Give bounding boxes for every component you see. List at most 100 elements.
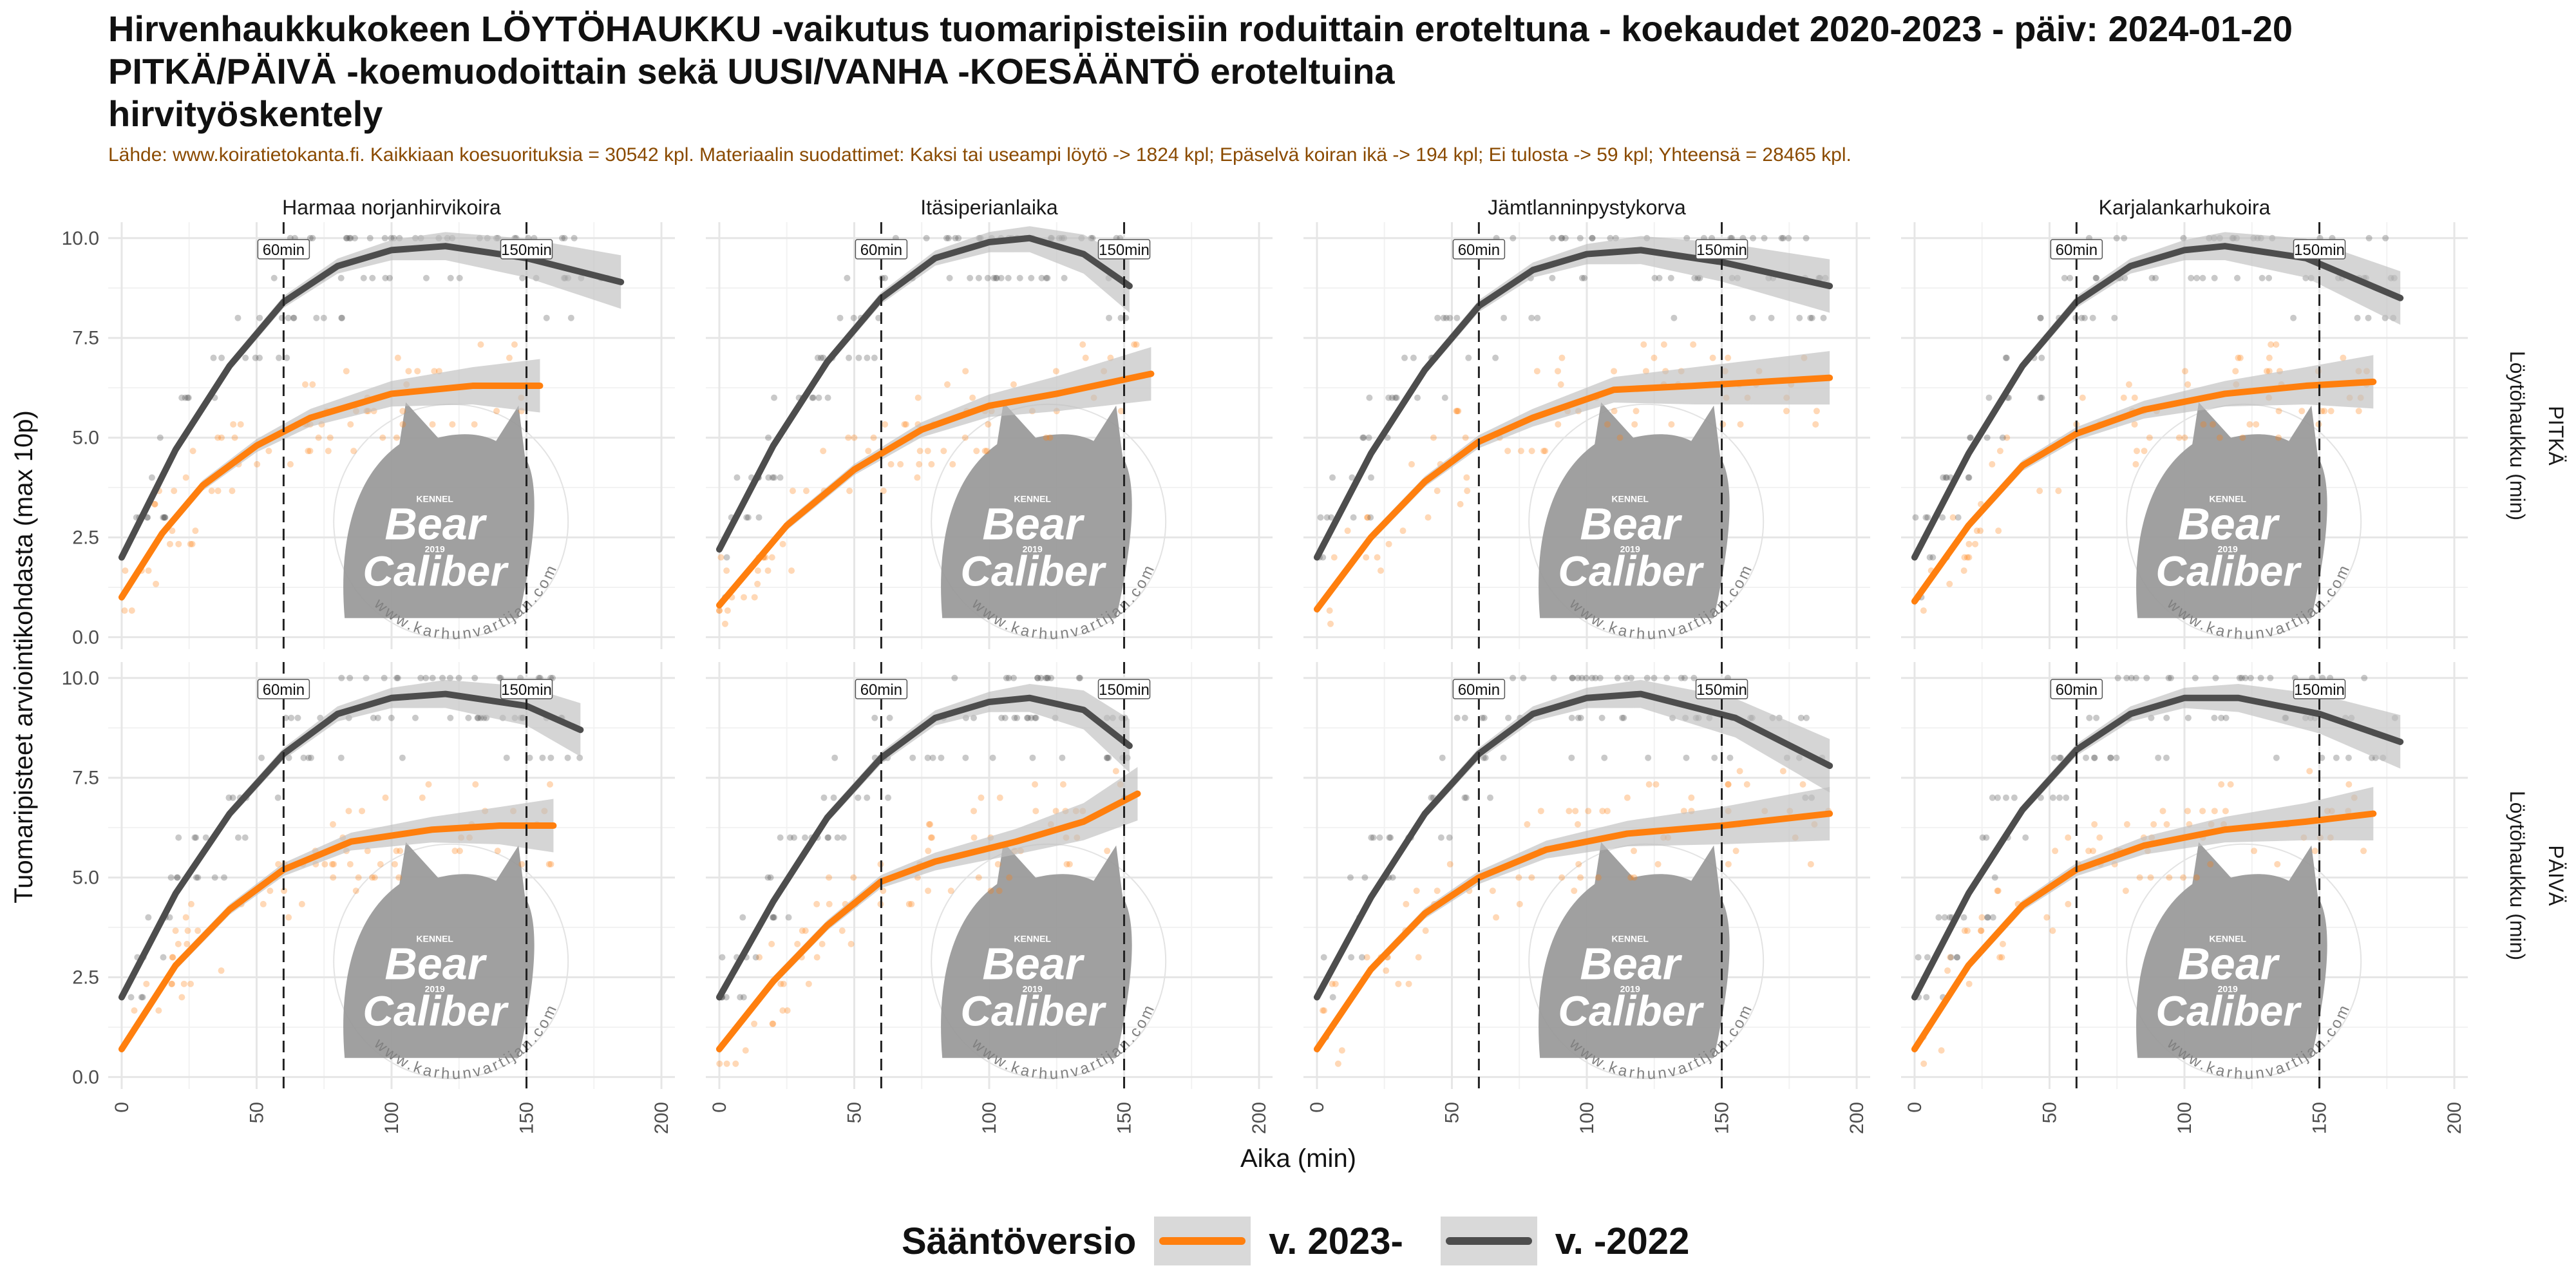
data-point (1385, 540, 1392, 547)
data-point (875, 314, 882, 321)
watermark-bear-head (941, 842, 1132, 1058)
data-point (1750, 234, 1757, 242)
data-point (2107, 754, 2114, 761)
data-point (765, 434, 772, 441)
data-point (1725, 781, 1732, 788)
data-point (1486, 794, 1493, 801)
data-point (871, 354, 878, 361)
data-point (779, 540, 786, 547)
data-point (175, 940, 182, 947)
data-point (2111, 314, 2118, 321)
watermark-small: KENNEL (416, 494, 453, 504)
data-point (871, 714, 878, 721)
x-tick-label: 200 (2444, 1102, 2465, 1134)
data-point (1014, 714, 1021, 721)
data-point (2113, 234, 2120, 242)
data-point (985, 421, 992, 428)
data-point (1983, 834, 1990, 841)
data-point (987, 887, 994, 895)
chart-title: Hirvenhaukkukokeen LÖYTÖHAUKKU -vaikutus… (108, 8, 2293, 49)
data-point (2199, 808, 2206, 815)
data-point (1010, 674, 1017, 681)
data-point (2274, 860, 2281, 867)
data-point (337, 754, 345, 761)
y-tick-label: 5.0 (72, 867, 99, 889)
data-point (187, 540, 194, 547)
data-point (2184, 381, 2192, 388)
data-point (160, 514, 167, 521)
data-point (2246, 421, 2253, 428)
data-point (184, 940, 191, 947)
data-point (379, 434, 386, 441)
vline-label-box (2050, 679, 2103, 699)
data-point (1572, 808, 1579, 815)
data-point (2298, 408, 2306, 415)
data-point (1984, 914, 1991, 921)
data-point (178, 394, 185, 401)
data-point (1131, 341, 1138, 348)
data-point (1059, 754, 1066, 761)
data-point (914, 394, 922, 401)
data-point (168, 980, 175, 987)
data-point (946, 274, 953, 281)
data-point (1001, 714, 1009, 721)
data-point (724, 607, 731, 614)
data-point (2184, 808, 2191, 815)
watermark-year: 2019 (2218, 984, 2238, 994)
data-point (2002, 354, 2009, 361)
watermark-text-1: Bear (2177, 499, 2280, 549)
data-point (321, 860, 328, 867)
data-point (214, 488, 222, 495)
data-point (393, 434, 400, 441)
x-axis-title: Aika (min) (1240, 1144, 1356, 1173)
data-point (330, 860, 337, 867)
data-point (1326, 607, 1333, 614)
data-point (1434, 488, 1441, 495)
data-point (1034, 674, 1041, 681)
data-point (1653, 781, 1660, 788)
data-point (1929, 554, 1937, 561)
data-point (1331, 554, 1338, 561)
data-point (547, 754, 554, 761)
data-point (2131, 421, 2138, 428)
x-tick-label: 150 (1114, 1102, 1135, 1134)
data-point (1604, 808, 1611, 815)
vline-label-box (2050, 239, 2103, 260)
data-point (1385, 394, 1392, 401)
data-point (1623, 674, 1630, 681)
data-point (1405, 980, 1412, 987)
data-point (716, 607, 723, 614)
series-line-new (1313, 810, 1833, 1053)
data-point (1044, 274, 1051, 281)
data-point (439, 674, 446, 681)
data-point (182, 394, 189, 401)
data-point (1999, 940, 2006, 947)
data-point (938, 754, 945, 761)
data-point (122, 567, 129, 574)
data-point (2184, 714, 2192, 721)
data-point (2266, 274, 2273, 281)
data-point (166, 540, 173, 547)
data-point (160, 514, 167, 521)
data-point (2218, 714, 2225, 721)
data-point (465, 714, 472, 721)
data-point (2146, 434, 2153, 441)
data-point (1528, 314, 1535, 321)
data-point (1996, 954, 2003, 961)
data-point (567, 314, 574, 321)
data-point (218, 354, 225, 361)
data-point (810, 394, 817, 401)
data-point (721, 620, 728, 627)
data-point (1032, 808, 1039, 815)
data-point (1627, 674, 1634, 681)
data-point (1550, 674, 1557, 681)
data-point (971, 808, 978, 815)
data-point (1727, 754, 1734, 761)
data-point (193, 874, 200, 881)
x-tick-label: 100 (381, 1102, 402, 1134)
data-point (2382, 234, 2389, 242)
data-point (1443, 314, 1450, 321)
data-point (2273, 754, 2280, 761)
data-point (1388, 394, 1396, 401)
data-point (2141, 448, 2148, 455)
